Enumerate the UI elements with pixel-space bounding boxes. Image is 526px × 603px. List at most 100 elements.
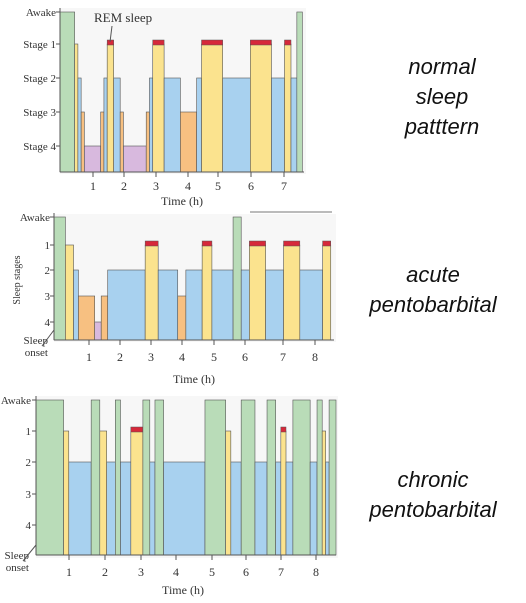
- panel-chronic-segment-11: [154, 399, 164, 556]
- panel-acute-segment-8: [157, 269, 179, 341]
- panel-normal-segment-3: [80, 111, 85, 173]
- panel-acute-rem-marker-11: [201, 240, 213, 247]
- panel-normal-x-tick-label-5: 6: [248, 179, 254, 193]
- panel-acute-stage-label-sleep: Sleep: [24, 335, 49, 347]
- panel-acute-rem-marker-19: [322, 240, 331, 247]
- panel-acute-segment-13: [232, 216, 242, 341]
- panel-normal-stage-label-3: Stage 3: [23, 107, 56, 119]
- panel-normal-segment-22: [290, 77, 298, 173]
- panel-chronic-segment-18: [266, 399, 276, 556]
- panel-chronic-segment-8: [130, 430, 144, 556]
- panel-acute-x-tick-label-6: 7: [280, 350, 286, 364]
- panel-chronic-rem-marker-20: [280, 426, 287, 433]
- panel-chronic-x-tick-label-3: 4: [173, 565, 179, 579]
- panel-acute-stage-label-onset: onset: [25, 347, 48, 359]
- panel-acute-segment-10: [185, 269, 203, 341]
- panel-normal-rem-marker-21: [284, 39, 292, 46]
- panel-normal-segment-10: [123, 145, 147, 173]
- panel-acute-segment-0: [53, 216, 66, 341]
- panel-normal-rem-annotation: REM sleep: [94, 10, 152, 25]
- panel-normal-x-tick-label-3: 4: [185, 179, 191, 193]
- panel-chronic-stage-label-3: 3: [26, 489, 32, 501]
- panel-acute-x-tick-label-0: 1: [86, 350, 92, 364]
- panel-normal-x-tick-label-1: 2: [121, 179, 127, 193]
- panel-chronic-x-axis-label: Time (h): [162, 583, 204, 597]
- panel-normal-x-tick-label-2: 3: [153, 179, 159, 193]
- panel-normal-segment-12: [149, 77, 154, 173]
- side-label-normal: normal sleep patttern: [362, 52, 522, 142]
- panel-normal-segment-0: [59, 11, 75, 173]
- panel-chronic-x-tick-label-6: 7: [278, 565, 284, 579]
- panel-acute-y-axis-label: Sleep stages: [12, 255, 23, 304]
- panel-normal-segment-11: [145, 111, 150, 173]
- panel-chronic-segment-27: [328, 399, 337, 556]
- panel-acute-segment-1: [65, 244, 74, 341]
- side-label-chronic-line-1: chronic: [397, 467, 469, 492]
- panel-acute-segment-9: [177, 295, 187, 341]
- panel-acute-segment-2: [73, 269, 79, 341]
- panel-normal-segment-23: [296, 11, 303, 173]
- panel-chronic-segment-14: [225, 430, 232, 556]
- panel-acute-segment-5: [100, 295, 109, 341]
- panel-acute-segment-16: [265, 269, 284, 341]
- panel-acute-segment-17: [283, 244, 301, 341]
- panel-acute-x-tick-label-3: 4: [179, 350, 185, 364]
- panel-normal-segment-5: [100, 111, 105, 173]
- panel-acute-segment-18: [299, 269, 323, 341]
- panel-normal-segment-20: [271, 77, 285, 173]
- panel-normal-stage-label-1: Stage 1: [23, 39, 56, 51]
- panel-acute-segment-3: [78, 295, 95, 341]
- side-label-normal-line-3: patttern: [404, 114, 480, 139]
- panel-acute-x-tick-label-7: 8: [312, 350, 318, 364]
- panel-acute-segment-14: [240, 269, 250, 341]
- panel-chronic-segment-0: [35, 399, 64, 556]
- panel-chronic-x-tick-label-4: 5: [209, 565, 215, 579]
- panel-chronic-x-tick-label-7: 8: [313, 565, 319, 579]
- panel-acute-segment-15: [249, 244, 266, 341]
- panel-acute-x-tick-label-4: 5: [211, 350, 217, 364]
- panel-chronic-stage-label-sleep: Sleep: [5, 550, 30, 562]
- panel-normal-x-tick-label-0: 1: [90, 179, 96, 193]
- panel-normal-rem-marker-17: [201, 39, 223, 46]
- panel-chronic-stage-label-onset: onset: [6, 562, 29, 574]
- panel-chronic-segment-22: [292, 399, 311, 556]
- panel-normal-rem-annotation-pointer: [109, 25, 113, 43]
- panel-acute-stage-label-0: Awake: [20, 212, 50, 224]
- panel-normal-x-tick-label-4: 5: [215, 179, 221, 193]
- panel-normal-segment-13: [152, 43, 165, 173]
- panel-chronic-rem-marker-8: [130, 426, 144, 433]
- panel-chronic-segment-15: [230, 461, 242, 556]
- panel-normal-segment-1: [74, 43, 79, 173]
- panel-chronic-x-tick-label-5: 6: [243, 565, 249, 579]
- side-label-normal-line-1: normal: [408, 54, 476, 79]
- panel-normal-stage-label-2: Stage 2: [23, 73, 56, 85]
- panel-normal-segment-8: [113, 77, 121, 173]
- panel-chronic-x-tick-label-2: 3: [138, 565, 144, 579]
- panel-normal-segment-18: [222, 77, 251, 173]
- side-label-chronic: chronic pentobarbital: [340, 465, 526, 525]
- panel-acute-x-tick-label-5: 6: [242, 350, 248, 364]
- panel-chronic-segment-6: [115, 399, 121, 556]
- panel-normal-segment-17: [201, 43, 223, 173]
- panel-normal-segment-16: [196, 77, 202, 173]
- panel-acute-segment-6: [107, 269, 146, 341]
- side-label-acute-line-1: acute: [406, 262, 460, 287]
- side-label-acute: acute pentobarbital: [340, 260, 526, 320]
- panel-chronic-segment-21: [285, 461, 294, 556]
- panel-acute-x-axis-label: Time (h): [173, 372, 215, 386]
- panel-chronic-segment-1: [63, 430, 70, 556]
- panel-normal-rem-marker-13: [152, 39, 165, 46]
- panel-chronic-segment-3: [90, 399, 101, 556]
- panel-normal-segment-19: [250, 43, 272, 173]
- panel-chronic-sleep-onset-pointer: [22, 544, 37, 562]
- panel-acute-segment-11: [201, 244, 213, 341]
- panel-chronic-x-tick-label-0: 1: [66, 565, 72, 579]
- panel-chronic-x-tick-label-1: 2: [102, 565, 108, 579]
- panel-chronic-segment-16: [240, 399, 256, 556]
- panel-acute-segment-7: [144, 244, 159, 341]
- panel-chronic-segment-26: [325, 461, 330, 556]
- panel-normal-stage-label-4: Stage 4: [23, 141, 56, 153]
- panel-normal-stage-label-0: Awake: [26, 7, 56, 19]
- panel-chronic-segment-9: [142, 399, 151, 556]
